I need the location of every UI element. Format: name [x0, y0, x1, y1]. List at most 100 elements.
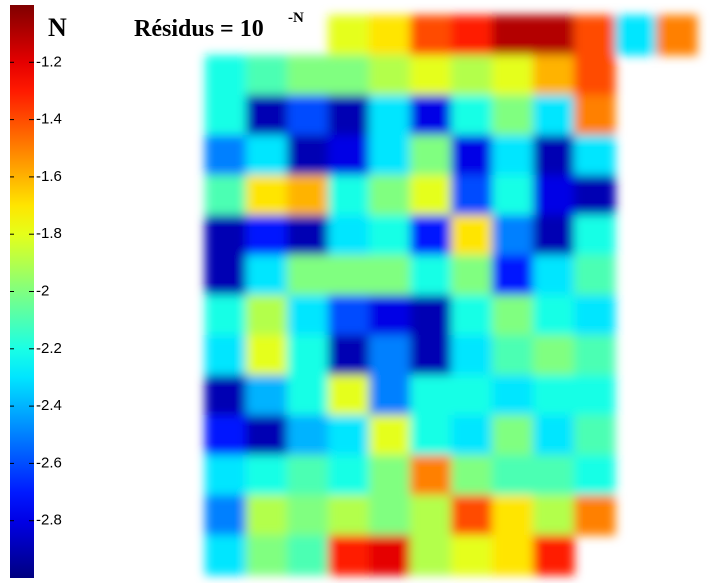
- cell: [287, 455, 329, 496]
- colorbar-tick-label: -1.2: [36, 53, 62, 70]
- cell: [369, 135, 411, 176]
- cell: [205, 415, 247, 456]
- cell: [533, 95, 575, 136]
- cell: [451, 295, 493, 336]
- cell: [369, 175, 411, 216]
- cell: [574, 55, 616, 96]
- cell: [492, 415, 534, 456]
- cell: [246, 135, 288, 176]
- cell: [656, 15, 698, 56]
- cell: [369, 535, 411, 576]
- cell: [492, 295, 534, 336]
- cell: [574, 135, 616, 176]
- cell: [451, 255, 493, 296]
- cell: [287, 375, 329, 416]
- cell: [574, 375, 616, 416]
- cell: [410, 215, 452, 256]
- cell: [205, 495, 247, 536]
- cell: [410, 335, 452, 376]
- colorbar-label: N: [48, 13, 67, 42]
- cell: [205, 135, 247, 176]
- cell: [369, 255, 411, 296]
- cell: [410, 135, 452, 176]
- cell: [533, 415, 575, 456]
- cell: [410, 175, 452, 216]
- cell: [451, 175, 493, 216]
- cell: [492, 455, 534, 496]
- cell: [574, 495, 616, 536]
- cell: [533, 15, 575, 56]
- cell: [451, 455, 493, 496]
- cell: [533, 495, 575, 536]
- cell: [246, 55, 288, 96]
- cell: [246, 175, 288, 216]
- cell: [246, 335, 288, 376]
- cell: [246, 95, 288, 136]
- cell: [369, 95, 411, 136]
- cell: [410, 295, 452, 336]
- cell: [246, 495, 288, 536]
- cell: [369, 55, 411, 96]
- cell: [328, 15, 370, 56]
- cell: [287, 255, 329, 296]
- cell: [451, 15, 493, 56]
- cell: [246, 255, 288, 296]
- cell: [410, 455, 452, 496]
- cell: [328, 455, 370, 496]
- cell: [574, 255, 616, 296]
- cell: [328, 375, 370, 416]
- cell: [410, 15, 452, 56]
- cell: [492, 335, 534, 376]
- cell: [533, 55, 575, 96]
- chart-title: Résidus = 10: [134, 16, 264, 42]
- cell: [492, 535, 534, 576]
- cell: [287, 55, 329, 96]
- cell: [533, 295, 575, 336]
- cell: [287, 95, 329, 136]
- cell: [492, 255, 534, 296]
- cell: [205, 255, 247, 296]
- cell: [328, 95, 370, 136]
- cell: [492, 135, 534, 176]
- cell: [451, 55, 493, 96]
- cell: [533, 215, 575, 256]
- cell: [246, 415, 288, 456]
- cell: [205, 55, 247, 96]
- cell: [205, 535, 247, 576]
- cell: [410, 55, 452, 96]
- cell: [451, 215, 493, 256]
- cell: [246, 375, 288, 416]
- cell: [369, 455, 411, 496]
- cell: [451, 95, 493, 136]
- cell: [574, 95, 616, 136]
- cell: [451, 415, 493, 456]
- cell: [369, 215, 411, 256]
- heatmap: [205, 15, 698, 576]
- cell: [287, 295, 329, 336]
- cell: [328, 335, 370, 376]
- cell: [205, 455, 247, 496]
- cell: [205, 335, 247, 376]
- cell: [615, 15, 657, 56]
- cell: [533, 175, 575, 216]
- cell: [574, 175, 616, 216]
- cell: [574, 335, 616, 376]
- cell: [533, 135, 575, 176]
- colorbar-tick-label: -2: [36, 282, 49, 299]
- cell: [328, 295, 370, 336]
- cell: [246, 295, 288, 336]
- cell: [574, 455, 616, 496]
- cell: [369, 335, 411, 376]
- cell: [492, 175, 534, 216]
- cell: [533, 535, 575, 576]
- cell: [410, 95, 452, 136]
- cell: [410, 535, 452, 576]
- colorbar-tick-label: -1.4: [36, 111, 62, 128]
- cell: [328, 535, 370, 576]
- cell: [328, 255, 370, 296]
- cell: [287, 215, 329, 256]
- cell: [451, 495, 493, 536]
- cell: [369, 295, 411, 336]
- cell: [287, 535, 329, 576]
